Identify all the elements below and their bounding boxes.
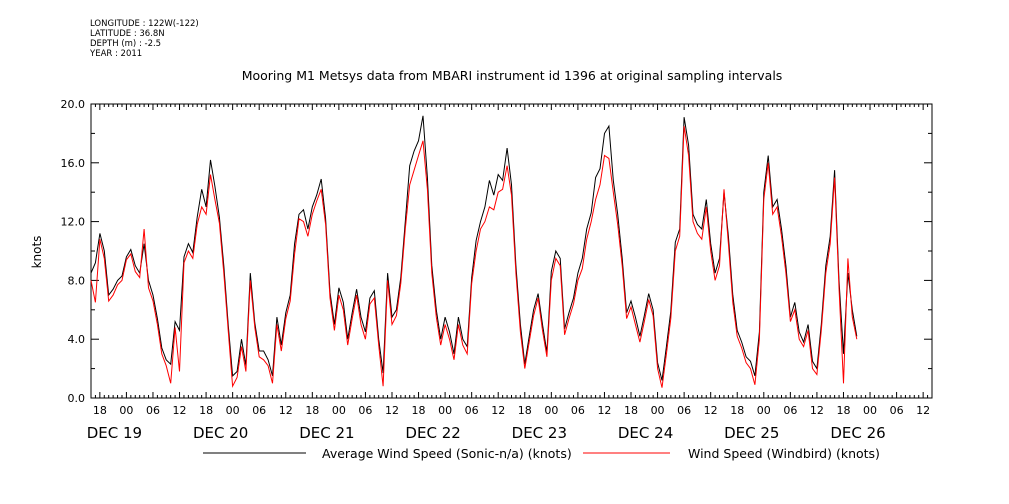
x-hour-label: 00 bbox=[119, 404, 133, 417]
y-tick-label: 16.0 bbox=[61, 157, 86, 170]
x-day-label: DEC 22 bbox=[405, 424, 460, 442]
y-tick-label: 4.0 bbox=[68, 333, 86, 346]
x-hour-label: 00 bbox=[757, 404, 771, 417]
depth-label: DEPTH (m) : -2.5 bbox=[90, 39, 162, 49]
legend-label: Average Wind Speed (Sonic-n/a) (knots) bbox=[322, 446, 572, 461]
x-day-label: DEC 21 bbox=[299, 424, 354, 442]
x-hour-label: 12 bbox=[173, 404, 187, 417]
chart-title: Mooring M1 Metsys data from MBARI instru… bbox=[242, 68, 783, 83]
y-tick-label: 0.0 bbox=[68, 392, 86, 405]
y-tick-label: 8.0 bbox=[68, 274, 86, 287]
x-hour-label: 12 bbox=[491, 404, 505, 417]
x-day-label: DEC 25 bbox=[724, 424, 779, 442]
x-hour-label: 06 bbox=[146, 404, 160, 417]
x-hour-label: 06 bbox=[890, 404, 904, 417]
x-hour-label: 12 bbox=[385, 404, 399, 417]
legend-label: Wind Speed (Windbird) (knots) bbox=[688, 446, 880, 461]
metadata-block: LONGITUDE : 122W(-122) LATITUDE : 36.8N … bbox=[90, 19, 199, 59]
x-hour-label: 12 bbox=[597, 404, 611, 417]
longitude-label: LONGITUDE : 122W(-122) bbox=[90, 19, 199, 29]
legend: Average Wind Speed (Sonic-n/a) (knots) Wi… bbox=[203, 446, 880, 461]
latitude-label: LATITUDE : 36.8N bbox=[90, 29, 165, 39]
x-hour-label: 00 bbox=[544, 404, 558, 417]
x-hour-label: 18 bbox=[518, 404, 532, 417]
series-line-windbird bbox=[90, 126, 858, 389]
x-hour-label: 06 bbox=[571, 404, 585, 417]
x-hour-label: 06 bbox=[252, 404, 266, 417]
x-hour-label: 12 bbox=[279, 404, 293, 417]
x-hour-label: 00 bbox=[651, 404, 665, 417]
y-axis-label: knots bbox=[30, 236, 44, 269]
x-hour-label: 06 bbox=[358, 404, 372, 417]
x-hour-label: 00 bbox=[332, 404, 346, 417]
plot-frame bbox=[90, 103, 933, 399]
x-hour-label: 18 bbox=[93, 404, 107, 417]
x-hour-label: 00 bbox=[863, 404, 877, 417]
series-layer bbox=[90, 115, 858, 389]
x-hour-label: 06 bbox=[783, 404, 797, 417]
x-hour-label: 18 bbox=[730, 404, 744, 417]
axis-ticks: 0.0 4.0 8.0 12.0 16.0 20.0 18 00 06 12 18 00 06 12 18 0… bbox=[61, 98, 933, 442]
x-hour-label: 06 bbox=[677, 404, 691, 417]
x-hour-label: 00 bbox=[438, 404, 452, 417]
x-hour-label: 18 bbox=[412, 404, 426, 417]
x-hour-label: 12 bbox=[704, 404, 718, 417]
x-hour-label: 00 bbox=[226, 404, 240, 417]
x-day-label: DEC 23 bbox=[512, 424, 567, 442]
x-hour-label: 12 bbox=[916, 404, 930, 417]
series-line-sonic bbox=[90, 115, 858, 381]
x-day-label: DEC 20 bbox=[193, 424, 248, 442]
x-day-label: DEC 19 bbox=[87, 424, 142, 442]
x-hour-label: 06 bbox=[465, 404, 479, 417]
x-day-label: DEC 26 bbox=[830, 424, 885, 442]
x-hour-label: 18 bbox=[624, 404, 638, 417]
x-hour-label: 18 bbox=[199, 404, 213, 417]
x-hour-label: 12 bbox=[810, 404, 824, 417]
x-hour-label: 18 bbox=[305, 404, 319, 417]
x-hour-label: 18 bbox=[836, 404, 850, 417]
year-label: YEAR : 2011 bbox=[90, 49, 143, 59]
x-day-label: DEC 24 bbox=[618, 424, 673, 442]
y-tick-label: 12.0 bbox=[61, 216, 86, 229]
y-tick-label: 20.0 bbox=[61, 98, 86, 111]
